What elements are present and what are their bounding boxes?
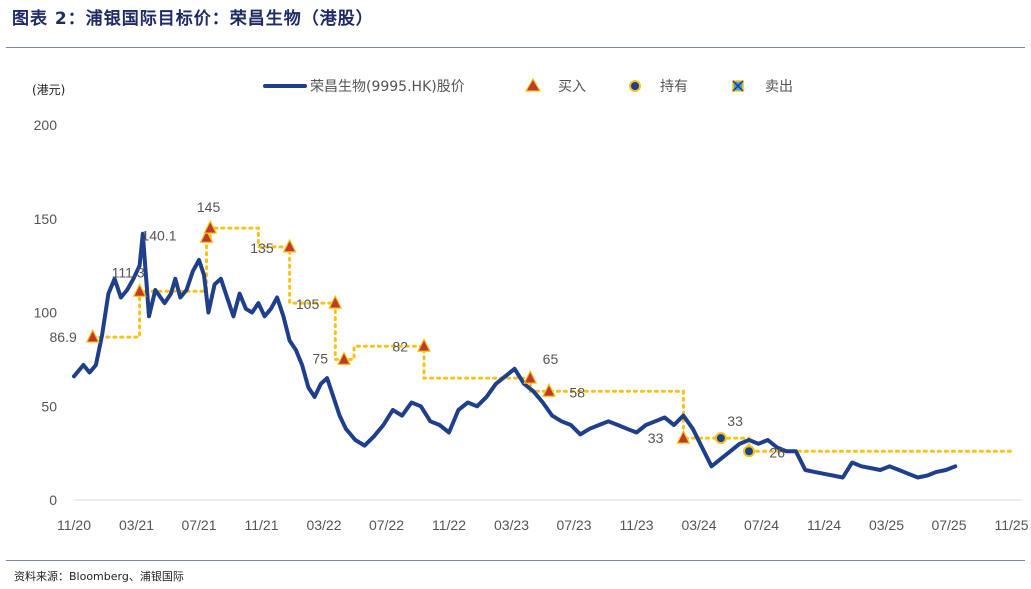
x-tick-label: 11/21 bbox=[245, 517, 279, 533]
x-tick-label: 11/25 bbox=[995, 517, 1029, 533]
x-tick-label: 07/25 bbox=[931, 517, 966, 533]
target-labels: 86.9 111.3 140.1 145 135 105 75 82 65 58 33 33 26 bbox=[50, 199, 786, 460]
target-price-label: 135 bbox=[250, 240, 274, 256]
legend-buy-marker bbox=[524, 77, 542, 92]
buy-marker bbox=[203, 219, 218, 234]
x-tick-label: 11/23 bbox=[620, 517, 654, 533]
x-axis: 11/20 03/21 07/21 11/21 03/22 07/22 11/22 03/23… bbox=[57, 517, 1029, 533]
top-divider bbox=[6, 47, 1025, 48]
y-axis-unit-label: (港元) bbox=[32, 83, 65, 97]
legend-buy-label: 买入 bbox=[558, 79, 586, 95]
stock-price-target-chart: 荣昌生物(9995.HK)股价 买入 持有 卖出 (港元) 0 50 100 150 2… bbox=[32, 77, 1029, 533]
target-price-label: 26 bbox=[769, 444, 785, 460]
buy-marker bbox=[417, 337, 431, 352]
hold-marker bbox=[714, 432, 727, 445]
x-tick-label: 07/22 bbox=[369, 517, 404, 533]
x-tick-label: 03/24 bbox=[681, 517, 716, 533]
target-price-label: 58 bbox=[569, 384, 585, 400]
rating-markers bbox=[85, 219, 755, 458]
target-price-label: 75 bbox=[312, 350, 328, 366]
target-price-label: 65 bbox=[543, 351, 559, 367]
legend-sell-label: 卖出 bbox=[765, 79, 793, 95]
buy-marker bbox=[199, 228, 214, 243]
legend: 荣昌生物(9995.HK)股价 买入 持有 卖出 bbox=[263, 77, 793, 95]
x-tick-label: 07/21 bbox=[181, 517, 216, 533]
legend-sell-marker bbox=[732, 80, 744, 92]
legend-hold-marker bbox=[629, 80, 641, 92]
y-tick-label: 100 bbox=[34, 305, 58, 321]
buy-marker bbox=[328, 294, 343, 309]
buy-marker bbox=[282, 238, 297, 253]
x-tick-label: 11/22 bbox=[432, 517, 466, 533]
price-line bbox=[72, 231, 958, 480]
x-tick-label: 03/22 bbox=[306, 517, 341, 533]
x-tick-label: 03/21 bbox=[119, 517, 154, 533]
legend-hold-label: 持有 bbox=[660, 79, 688, 95]
target-price-label: 82 bbox=[392, 338, 408, 354]
y-tick-label: 200 bbox=[34, 117, 58, 133]
y-tick-label: 150 bbox=[34, 211, 58, 227]
target-price-label: 145 bbox=[197, 199, 221, 215]
x-tick-label: 11/20 bbox=[57, 517, 91, 533]
target-price-label: 33 bbox=[727, 413, 743, 429]
target-price-label: 105 bbox=[296, 296, 320, 312]
x-tick-label: 03/25 bbox=[869, 517, 904, 533]
x-tick-label: 11/24 bbox=[807, 517, 841, 533]
buy-marker bbox=[337, 351, 351, 365]
legend-sell-cross-b bbox=[732, 80, 744, 92]
bottom-divider bbox=[6, 560, 1025, 561]
x-tick-label: 07/24 bbox=[744, 517, 779, 533]
hold-marker bbox=[743, 445, 755, 458]
y-axis: 0 50 100 150 200 bbox=[34, 117, 58, 508]
legend-price-label: 荣昌生物(9995.HK)股价 bbox=[310, 79, 465, 95]
buy-marker bbox=[85, 328, 100, 343]
target-price-label: 33 bbox=[648, 430, 664, 446]
y-tick-label: 50 bbox=[41, 398, 57, 414]
buy-marker bbox=[542, 382, 556, 397]
source-note: 资料来源：Bloomberg、浦银国际 bbox=[14, 570, 184, 583]
buy-marker bbox=[523, 369, 538, 384]
target-price-label: 86.9 bbox=[50, 329, 77, 345]
figure-title: 图表 2：浦银国际目标价：荣昌生物（港股） bbox=[12, 9, 374, 29]
target-price-label: 111.3 bbox=[112, 264, 145, 280]
x-tick-label: 07/23 bbox=[556, 517, 591, 533]
target-price-label: 140.1 bbox=[141, 227, 176, 243]
buy-marker bbox=[676, 429, 691, 444]
y-tick-label: 0 bbox=[49, 492, 57, 508]
x-tick-label: 03/23 bbox=[494, 517, 529, 533]
buy-marker bbox=[132, 282, 147, 297]
